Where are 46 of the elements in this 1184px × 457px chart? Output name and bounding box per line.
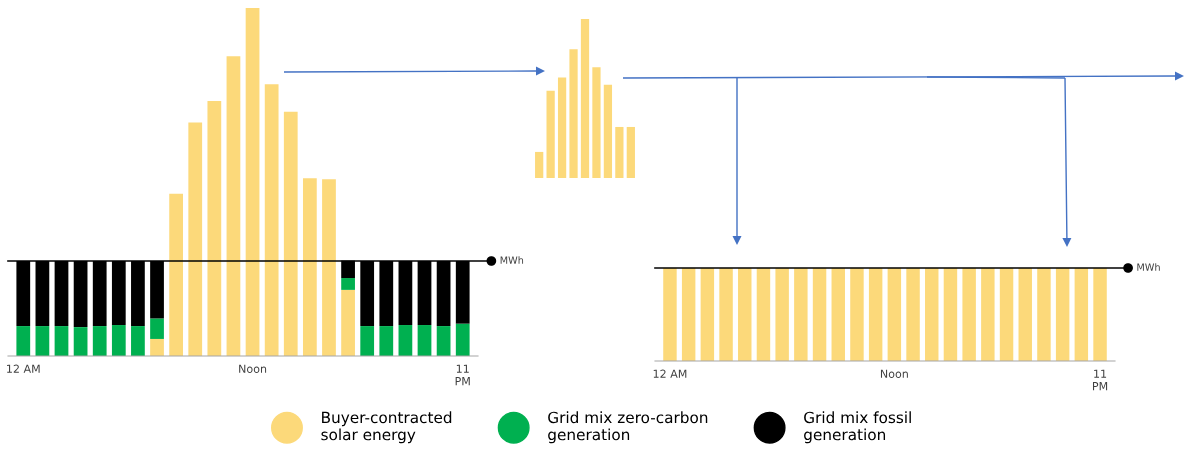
bar (54, 326, 69, 356)
bar (264, 84, 279, 356)
bar (226, 56, 241, 356)
bar (16, 326, 31, 356)
bar (455, 323, 470, 356)
bar (302, 178, 317, 356)
bar (535, 151, 544, 178)
x-tick-label: Noon (239, 364, 267, 373)
bar (92, 326, 107, 356)
bar (379, 326, 394, 356)
bar (557, 77, 567, 178)
legend-label: Grid mix zero-carbon generation (548, 411, 708, 444)
bar (569, 49, 578, 178)
bar (592, 67, 601, 178)
legend-label: Grid mix fossil generation (804, 411, 911, 444)
bar (169, 193, 184, 356)
x-tick-label: 11 PM (455, 364, 470, 386)
bar (73, 327, 88, 356)
bar (322, 179, 336, 356)
bar (150, 318, 164, 339)
bar (398, 325, 413, 356)
bar (341, 278, 355, 290)
ref-line-label: MWh (1137, 263, 1160, 271)
bar (131, 326, 145, 356)
bar (436, 326, 451, 356)
bar (626, 126, 635, 178)
bar (35, 326, 50, 356)
bar (615, 126, 624, 178)
bar (283, 111, 298, 356)
bar (207, 100, 222, 356)
bar (580, 19, 590, 178)
bar (360, 326, 375, 356)
bar (417, 325, 432, 356)
x-tick-label: Noon (880, 369, 908, 378)
x-tick-label: 12 AM (653, 369, 687, 378)
x-tick-label: 12 AM (7, 364, 40, 373)
bar (111, 325, 126, 356)
bar (150, 338, 164, 356)
bar (341, 289, 355, 356)
bar (245, 8, 260, 356)
bar (188, 122, 203, 356)
ref-line-label: MWh (500, 256, 524, 264)
bar (546, 90, 555, 178)
legend-label: Buyer-contracted solar energy (321, 411, 452, 444)
bar (603, 84, 613, 178)
x-tick-label: 11 PM (1092, 369, 1108, 391)
